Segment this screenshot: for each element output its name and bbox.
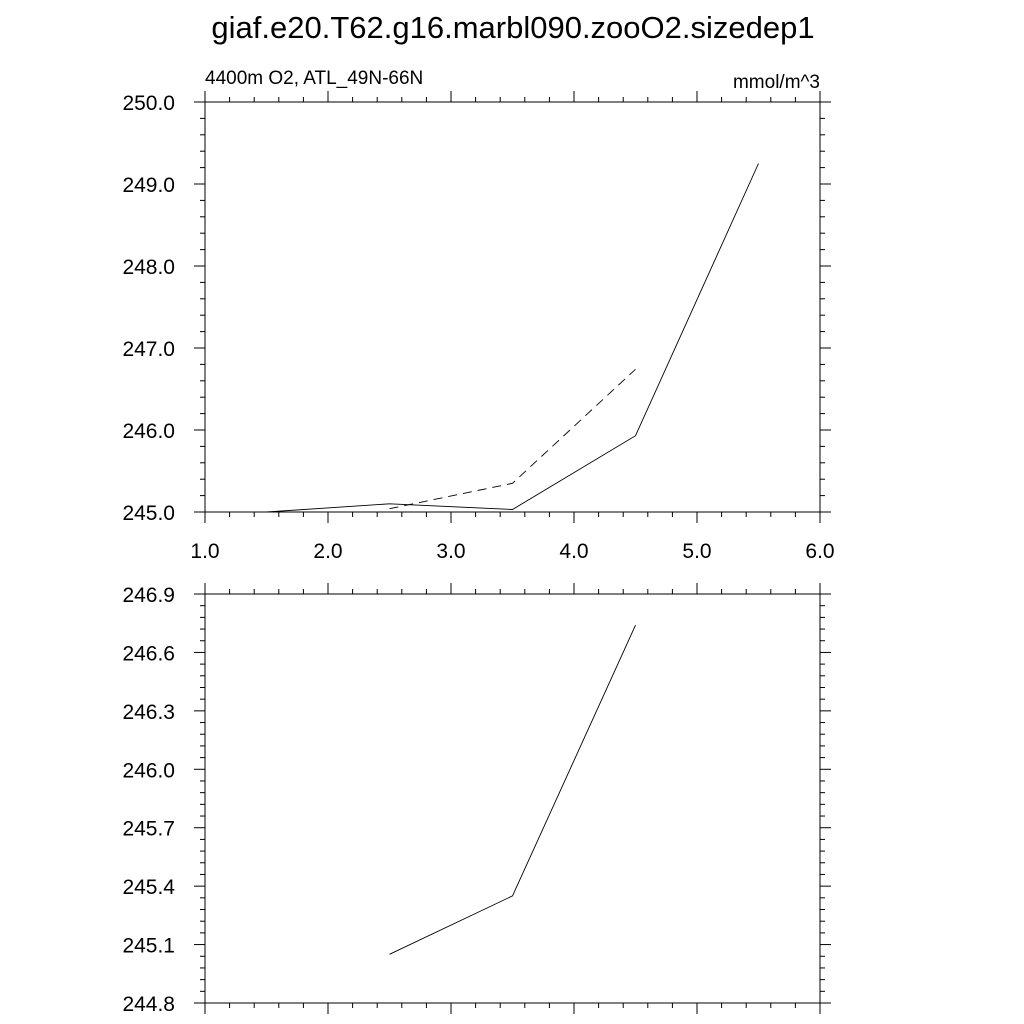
y-tick-label: 248.0 — [122, 256, 175, 279]
y-tick-label: 245.1 — [122, 935, 175, 958]
y-tick-label: 250.0 — [122, 92, 175, 115]
series-line-solid — [266, 163, 759, 513]
y-tick-label: 244.8 — [122, 993, 175, 1016]
y-tick-label: 247.0 — [122, 338, 175, 361]
y-tick-label: 245.7 — [122, 818, 175, 841]
chart-title: giaf.e20.T62.g16.marbl090.zooO2.sizedep1 — [211, 10, 814, 45]
y-tick-label: 249.0 — [122, 174, 175, 197]
y-tick-label: 246.3 — [122, 701, 175, 724]
top-panel: 1.0 2.0 3.0 4.0 5.0 6.0 245.0 246.0 247.0 248.0 24… — [122, 68, 834, 563]
series-line-solid — [389, 625, 636, 955]
series-line-dashed — [389, 368, 636, 510]
x-tick-label: 5.0 — [682, 540, 711, 563]
plot-frame — [204, 101, 821, 513]
bottom-panel: 244.8 245.1 245.4 245.7 246.0 246.3 246.6 246.9 — [122, 583, 831, 1016]
x-tick-label: 3.0 — [436, 540, 465, 563]
y-tick-label: 246.9 — [122, 584, 175, 607]
panel-units-label: mmol/m^3 — [733, 72, 820, 93]
y-tick-label: 245.4 — [122, 876, 175, 899]
panel-subtitle-left: 4400m O2, ATL_49N-66N — [205, 68, 423, 89]
y-tick-label: 246.0 — [122, 759, 175, 782]
x-tick-label: 6.0 — [805, 540, 834, 563]
y-tick-label: 246.6 — [122, 642, 175, 665]
plot-frame — [204, 593, 821, 1004]
x-tick-label: 2.0 — [313, 540, 342, 563]
x-tick-label: 4.0 — [559, 540, 588, 563]
x-tick-label: 1.0 — [190, 540, 219, 563]
y-tick-label: 246.0 — [122, 420, 175, 443]
y-tick-label: 245.0 — [122, 502, 175, 525]
